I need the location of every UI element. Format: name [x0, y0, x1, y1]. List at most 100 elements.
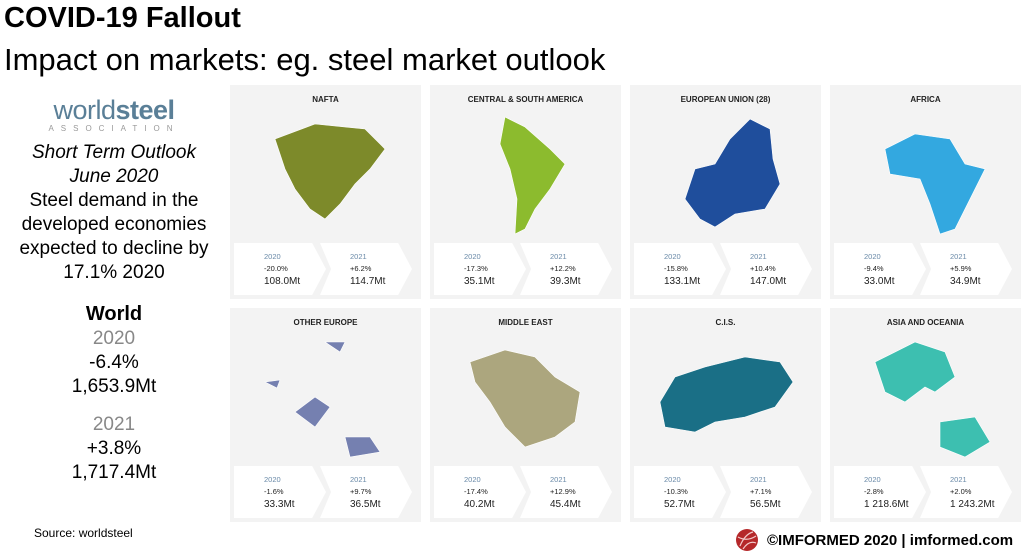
- region-panel: CENTRAL & SOUTH AMERICA 2020 -17.3% 35.1Mt…: [430, 85, 621, 299]
- stat-2021: 2021 +5.9% 34.9Mt: [920, 243, 1012, 295]
- stat-change: +12.9%: [550, 487, 576, 496]
- stat-volume: 35.1Mt: [464, 276, 495, 287]
- stat-year: 2021: [750, 252, 767, 261]
- stat-change: -20.0%: [264, 264, 288, 273]
- region-panel: ASIA AND OCEANIA 2020 -2.8% 1 218.6Mt 2021…: [830, 308, 1021, 522]
- stat-year: 2021: [950, 252, 967, 261]
- stat-year: 2020: [864, 475, 881, 484]
- region-panel: NAFTA 2020 -20.0% 108.0Mt 2021 +6.2% 114.7Mt: [230, 85, 421, 299]
- stat-volume: 52.7Mt: [664, 499, 695, 510]
- stat-year: 2021: [350, 252, 367, 261]
- region-title: OTHER EUROPE: [293, 318, 358, 327]
- world-heading: World: [85, 303, 143, 325]
- region-panel: OTHER EUROPE 2020 -1.6% 33.3Mt 2021 +9.7% 36…: [230, 308, 421, 522]
- stat-2020: 2020 -20.0% 108.0Mt: [234, 243, 326, 295]
- stat-year: 2021: [750, 475, 767, 484]
- stat-2021: 2021 +6.2% 114.7Mt: [320, 243, 412, 295]
- stat-volume: 40.2Mt: [464, 499, 495, 510]
- world-pct-2021: +3.8%: [86, 438, 142, 459]
- world-pct-2020: -6.4%: [89, 352, 139, 373]
- region-title: NAFTA: [312, 95, 339, 104]
- world-year-2020: 2020: [92, 328, 136, 349]
- stat-2021: 2021 +9.7% 36.5Mt: [320, 466, 412, 518]
- stat-2021: 2021 +12.9% 45.4Mt: [520, 466, 612, 518]
- region-map-icon: [274, 123, 386, 220]
- stat-change: +9.7%: [350, 487, 372, 496]
- stat-volume: 1 243.2Mt: [950, 499, 995, 510]
- region-map-icon: [263, 341, 381, 458]
- stat-volume: 1 218.6Mt: [864, 499, 909, 510]
- credit-text: ©IMFORMED 2020 | imformed.com: [767, 531, 1014, 549]
- stat-2021: 2021 +12.2% 39.3Mt: [520, 243, 612, 295]
- stat-volume: 33.3Mt: [264, 499, 295, 510]
- stat-volume: 34.9Mt: [950, 276, 981, 287]
- stat-change: +10.4%: [750, 264, 776, 273]
- credit: ©IMFORMED 2020 | imformed.com: [735, 528, 1013, 552]
- source-note: Source: worldsteel: [34, 526, 133, 540]
- stat-2020: 2020 -17.3% 35.1Mt: [434, 243, 526, 295]
- stat-volume: 133.1Mt: [664, 276, 701, 287]
- world-year-2021: 2021: [92, 414, 136, 435]
- stat-volume: 147.0Mt: [750, 276, 787, 287]
- stat-year: 2020: [664, 252, 681, 261]
- stat-change: +2.0%: [950, 487, 972, 496]
- region-map-icon: [659, 356, 794, 433]
- stat-volume: 45.4Mt: [550, 499, 581, 510]
- stat-year: 2020: [664, 475, 681, 484]
- region-title: C.I.S.: [715, 318, 736, 327]
- region-map-icon: [884, 133, 986, 235]
- stat-change: -1.6%: [264, 487, 284, 496]
- stat-change: -10.3%: [664, 487, 688, 496]
- region-title: EUROPEAN UNION (28): [680, 95, 771, 104]
- stat-year: 2021: [550, 475, 567, 484]
- stat-volume: 56.5Mt: [750, 499, 781, 510]
- stat-year: 2021: [950, 475, 967, 484]
- stat-change: -2.8%: [864, 487, 884, 496]
- outlook-title: Short Term Outlook: [31, 142, 197, 163]
- region-title: ASIA AND OCEANIA: [886, 318, 965, 327]
- stat-year: 2020: [464, 252, 481, 261]
- outlook-description: Steel demand in the developed economies …: [19, 190, 209, 283]
- logo-text-steel: steel: [115, 95, 175, 125]
- summary-column: worldsteel ASSOCIATION Short Term Outloo…: [0, 96, 228, 485]
- stat-change: +12.2%: [550, 264, 576, 273]
- stat-year: 2021: [350, 475, 367, 484]
- logo-text-world: world: [53, 95, 116, 125]
- stat-year: 2020: [264, 252, 281, 261]
- stat-2021: 2021 +7.1% 56.5Mt: [720, 466, 812, 518]
- world-volume-2021: 1,717.4Mt: [71, 462, 157, 483]
- imformed-logo-icon: [736, 529, 758, 551]
- region-map-icon: [469, 349, 581, 448]
- stat-2020: 2020 -1.6% 33.3Mt: [234, 466, 326, 518]
- stat-2020: 2020 -9.4% 33.0Mt: [834, 243, 926, 295]
- stat-change: -17.4%: [464, 487, 488, 496]
- region-panel: MIDDLE EAST 2020 -17.4% 40.2Mt 2021 +12.9% 4…: [430, 308, 621, 522]
- region-map-icon: [684, 118, 781, 228]
- slide-subtitle: Impact on markets: eg. steel market outl…: [4, 42, 606, 77]
- stat-year: 2020: [264, 475, 281, 484]
- region-title: AFRICA: [910, 95, 941, 104]
- stat-change: -9.4%: [864, 264, 884, 273]
- world-volume-2020: 1,653.9Mt: [71, 376, 157, 397]
- stat-change: -15.8%: [664, 264, 688, 273]
- stat-2020: 2020 -2.8% 1 218.6Mt: [834, 466, 926, 518]
- outlook-date: June 2020: [69, 166, 159, 187]
- stat-year: 2020: [864, 252, 881, 261]
- region-panel: EUROPEAN UNION (28) 2020 -15.8% 133.1Mt 20…: [630, 85, 821, 299]
- stat-volume: 33.0Mt: [864, 276, 895, 287]
- stat-year: 2020: [464, 475, 481, 484]
- stat-2021: 2021 +10.4% 147.0Mt: [720, 243, 812, 295]
- stat-change: +6.2%: [350, 264, 372, 273]
- region-map-icon: [874, 341, 991, 458]
- stat-change: +7.1%: [750, 487, 772, 496]
- worldsteel-logo: worldsteel: [0, 96, 228, 124]
- region-title: CENTRAL & SOUTH AMERICA: [467, 95, 584, 104]
- logo-subtext: ASSOCIATION: [48, 124, 180, 133]
- stat-volume: 36.5Mt: [350, 499, 381, 510]
- stat-2020: 2020 -15.8% 133.1Mt: [634, 243, 726, 295]
- stat-change: +5.9%: [950, 264, 972, 273]
- stat-2020: 2020 -17.4% 40.2Mt: [434, 466, 526, 518]
- stat-2021: 2021 +2.0% 1 243.2Mt: [920, 466, 1012, 518]
- region-panel: AFRICA 2020 -9.4% 33.0Mt 2021 +5.9% 34.9Mt: [830, 85, 1021, 299]
- stat-change: -17.3%: [464, 264, 488, 273]
